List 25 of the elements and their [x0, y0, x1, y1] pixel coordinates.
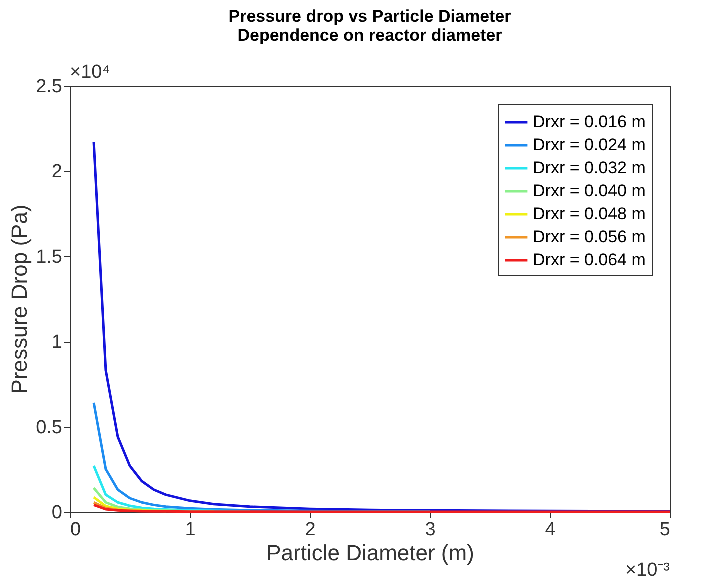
legend-label: Drxr = 0.016 m	[533, 112, 646, 132]
y-tick-label: 2	[52, 162, 62, 183]
y-tick-label: 0.5	[36, 417, 62, 438]
y-tick-label: 2.5	[36, 76, 62, 98]
x-tick-label: 2	[305, 520, 316, 540]
y-tick-label: 1	[52, 332, 62, 354]
legend-label: Drxr = 0.032 m	[533, 158, 646, 178]
x-tick-label: 4	[545, 520, 556, 540]
y-tick-label: 0	[52, 502, 62, 524]
legend-label: Drxr = 0.056 m	[533, 228, 646, 246]
x-tick-label: 0	[70, 520, 82, 540]
text: ×10⁻³	[625, 560, 670, 581]
x-tick-label: 1	[185, 520, 196, 540]
y-axis-title: Pressure Drop (Pa)	[7, 204, 32, 394]
legend-label: Drxr = 0.040 m	[533, 182, 646, 200]
text: ×10⁴	[70, 62, 110, 83]
chart-title: Pressure drop vs Particle Diameter	[228, 7, 512, 26]
x-tick-label: 5	[660, 520, 670, 540]
legend-label: Drxr = 0.024 m	[533, 136, 646, 154]
y-tick-label: 1.5	[36, 246, 62, 268]
x-axis-title: Particle Diameter (m)	[266, 540, 474, 566]
x-tick-label: 3	[425, 520, 436, 540]
chart-subtitle: Dependence on reactor diameter	[238, 26, 503, 45]
legend-label: Drxr = 0.048 m	[533, 204, 646, 224]
legend-label: Drxr = 0.064 m	[533, 250, 646, 270]
